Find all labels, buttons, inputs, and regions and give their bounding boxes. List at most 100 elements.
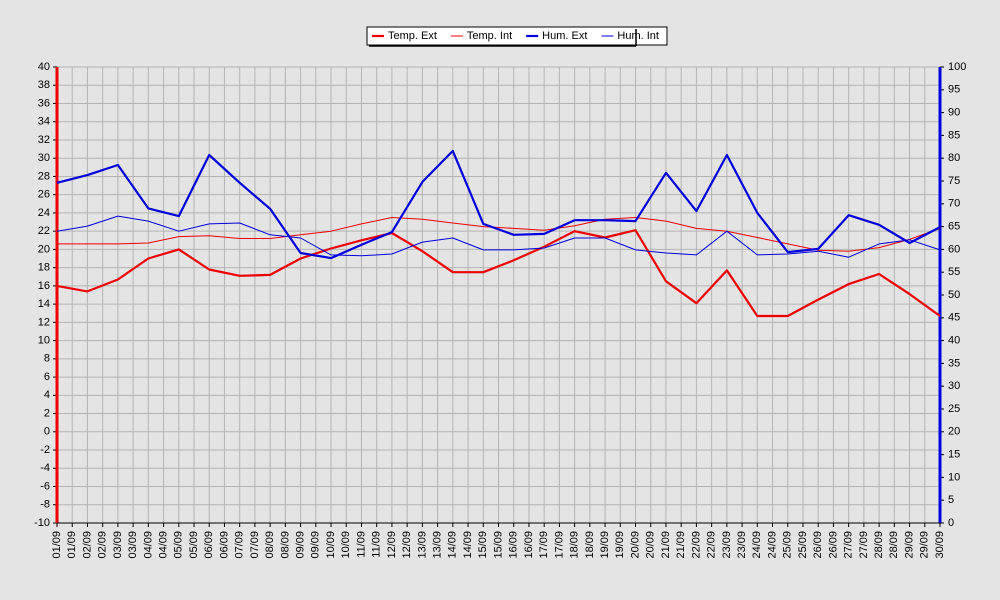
y-tick-label: -4 <box>40 462 50 474</box>
x-tick-label: 06/09 <box>203 531 215 559</box>
x-tick-label: 13/09 <box>416 531 428 559</box>
x-tick-label: 08/09 <box>264 531 276 559</box>
legend-label: Hum. Int <box>617 30 659 42</box>
x-tick-label: 09/09 <box>294 531 306 559</box>
x-tick-label: 12/09 <box>401 531 413 559</box>
y2-tick-label: 10 <box>948 471 960 483</box>
x-tick-label: 08/09 <box>279 531 291 559</box>
x-tick-label: 18/09 <box>584 531 596 559</box>
x-tick-label: 14/09 <box>462 531 474 559</box>
x-tick-label: 26/09 <box>827 531 839 559</box>
x-tick-label: 25/09 <box>782 531 794 559</box>
y-tick-label: 38 <box>38 79 50 91</box>
x-tick-label: 21/09 <box>660 531 672 559</box>
series-line <box>57 217 941 252</box>
x-tick-label: 14/09 <box>447 531 459 559</box>
x-tick-label: 23/09 <box>721 531 733 559</box>
y-tick-label: 24 <box>38 207 50 219</box>
x-tick-label: 10/09 <box>340 531 352 559</box>
x-tick-label: 30/09 <box>934 531 946 559</box>
x-tick-label: 11/09 <box>371 531 383 558</box>
legend-label: Hum. Ext <box>542 30 587 42</box>
x-tick-label: 02/09 <box>97 531 109 559</box>
y-tick-label: 40 <box>38 61 50 73</box>
x-tick-label: 22/09 <box>690 531 702 559</box>
y2-tick-label: 0 <box>948 517 954 529</box>
x-tick-label: 12/09 <box>386 531 398 559</box>
x-tick-label: 22/09 <box>706 531 718 559</box>
x-tick-label: 25/09 <box>797 531 809 559</box>
y-tick-label: -8 <box>40 499 50 511</box>
y2-tick-label: 100 <box>948 61 966 73</box>
x-tick-label: 03/09 <box>112 531 124 559</box>
x-tick-label: 28/09 <box>873 531 885 559</box>
y-tick-label: 22 <box>38 225 50 237</box>
x-tick-label: 11/09 <box>355 531 367 558</box>
x-tick-label: 27/09 <box>858 531 870 559</box>
x-tick-label: 16/09 <box>523 531 535 559</box>
y2-tick-label: 50 <box>948 289 960 301</box>
x-tick-label: 09/09 <box>310 531 322 559</box>
x-tick-label: 04/09 <box>142 531 154 559</box>
y-tick-label: 26 <box>38 189 50 201</box>
x-tick-label: 29/09 <box>903 531 915 559</box>
y-tick-label: -10 <box>34 517 50 529</box>
y2-tick-label: 90 <box>948 107 960 119</box>
x-tick-label: 01/09 <box>66 531 78 559</box>
y2-tick-label: 70 <box>948 198 960 210</box>
legend-label: Temp. Int <box>467 30 512 42</box>
y2-tick-label: 95 <box>948 84 960 96</box>
x-tick-label: 16/09 <box>508 531 520 559</box>
y-tick-label: -6 <box>40 480 50 492</box>
x-tick-label: 06/09 <box>218 531 230 559</box>
legend-label: Temp. Ext <box>388 30 437 42</box>
x-tick-label: 03/09 <box>127 531 139 559</box>
y-tick-label: 34 <box>38 116 50 128</box>
x-tick-label: 01/09 <box>51 531 63 559</box>
y-tick-label: 2 <box>44 407 50 419</box>
y-tick-label: 36 <box>38 97 50 109</box>
y-tick-label: 14 <box>38 298 50 310</box>
y2-tick-label: 75 <box>948 175 960 187</box>
x-tick-label: 07/09 <box>234 531 246 559</box>
x-tick-label: 24/09 <box>766 531 778 559</box>
y-tick-label: 10 <box>38 335 50 347</box>
x-tick-label: 15/09 <box>477 531 489 559</box>
y2-tick-label: 85 <box>948 129 960 141</box>
x-tick-label: 20/09 <box>629 531 641 559</box>
x-tick-label: 05/09 <box>173 531 185 559</box>
y-tick-label: 6 <box>44 371 50 383</box>
x-tick-label: 17/09 <box>538 531 550 559</box>
y2-tick-label: 15 <box>948 449 960 461</box>
x-tick-label: 17/09 <box>553 531 565 559</box>
x-tick-label: 18/09 <box>569 531 581 559</box>
x-tick-label: 19/09 <box>599 531 611 559</box>
y2-tick-label: 40 <box>948 335 960 347</box>
y-tick-label: 32 <box>38 134 50 146</box>
y-tick-label: 20 <box>38 243 50 255</box>
x-tick-label: 27/09 <box>843 531 855 559</box>
y2-tick-label: 25 <box>948 403 960 415</box>
y-tick-label: 18 <box>38 262 50 274</box>
x-tick-label: 26/09 <box>812 531 824 559</box>
y-tick-label: 16 <box>38 280 50 292</box>
legend-box <box>366 26 668 46</box>
x-tick-label: 23/09 <box>736 531 748 559</box>
x-tick-label: 19/09 <box>614 531 626 559</box>
x-tick-label: 05/09 <box>188 531 200 559</box>
y2-tick-label: 60 <box>948 243 960 255</box>
series-line <box>56 149 941 260</box>
x-tick-label: 10/09 <box>325 531 337 559</box>
y-tick-label: 28 <box>38 170 50 182</box>
y2-tick-label: 5 <box>948 494 954 506</box>
series-line <box>56 215 941 258</box>
series-line <box>56 229 941 318</box>
x-tick-label: 20/09 <box>645 531 657 559</box>
x-tick-label: 02/09 <box>81 531 93 559</box>
x-tick-label: 04/09 <box>157 531 169 559</box>
y2-tick-label: 30 <box>948 380 960 392</box>
y-tick-label: -2 <box>40 444 50 456</box>
y-tick-label: 0 <box>44 426 50 438</box>
y2-tick-label: 45 <box>948 312 960 324</box>
